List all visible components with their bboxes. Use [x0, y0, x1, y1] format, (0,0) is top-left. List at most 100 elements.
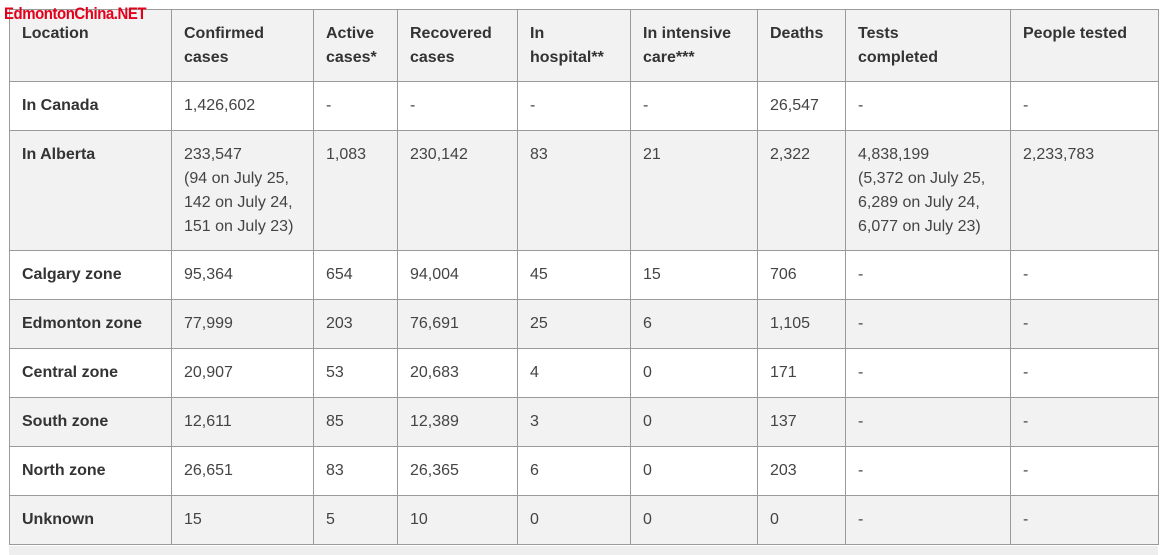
- value-cell: 0: [630, 397, 758, 447]
- location-cell: Edmonton zone: [9, 299, 172, 349]
- cell-text: 1,426,602: [184, 97, 256, 114]
- cell-text: 4,838,199: [858, 146, 930, 163]
- value-cell: -: [517, 81, 631, 131]
- cell-text: 4: [530, 364, 539, 381]
- value-cell: 94,004: [397, 250, 518, 300]
- table-row: Calgary zone 95,364 654 94,004 45 15 706 - -: [9, 250, 1159, 300]
- value-cell: -: [845, 81, 1011, 131]
- column-header-text: People tested: [1023, 25, 1128, 42]
- value-cell: -: [845, 397, 1011, 447]
- value-cell: -: [1010, 299, 1159, 349]
- value-cell: 2,322: [757, 130, 846, 251]
- location-cell: In Canada: [9, 81, 172, 131]
- cell-text: -: [1023, 364, 1029, 381]
- value-cell: 1,083: [313, 130, 398, 251]
- value-cell: 171: [757, 348, 846, 398]
- cell-text: 0: [530, 511, 539, 528]
- column-header: Confirmed cases: [171, 9, 314, 82]
- location-cell: Calgary zone: [9, 250, 172, 300]
- column-header: Recovered cases: [397, 9, 518, 82]
- value-cell: 230,142: [397, 130, 518, 251]
- value-cell: 85: [313, 397, 398, 447]
- cell-text: 45: [530, 266, 548, 283]
- value-cell: 10: [397, 495, 518, 545]
- value-cell: -: [845, 348, 1011, 398]
- column-header: In intensive care***: [630, 9, 758, 82]
- cell-text: -: [858, 413, 864, 430]
- cell-text: 0: [643, 413, 652, 430]
- value-cell: -: [1010, 397, 1159, 447]
- cell-text: 654: [326, 266, 353, 283]
- value-cell: 1,105: [757, 299, 846, 349]
- cell-text: 12,389: [410, 413, 459, 430]
- column-header-text: In: [530, 25, 545, 42]
- column-header-text: Active: [326, 25, 375, 42]
- value-cell: 654: [313, 250, 398, 300]
- value-cell: 83: [313, 446, 398, 496]
- value-cell: 25: [517, 299, 631, 349]
- location-cell: South zone: [9, 397, 172, 447]
- column-header-text: Tests: [858, 25, 899, 42]
- cell-text: -: [858, 462, 864, 479]
- cell-text: 0: [643, 511, 652, 528]
- value-cell: 0: [630, 495, 758, 545]
- cell-text: -: [858, 315, 864, 332]
- value-cell: -: [1010, 250, 1159, 300]
- column-header-text: care***: [643, 49, 695, 66]
- cell-text: 77,999: [184, 315, 233, 332]
- column-header: People tested: [1010, 9, 1159, 82]
- cell-text: 5: [326, 511, 335, 528]
- location-cell: North zone: [9, 446, 172, 496]
- cell-text: -: [410, 97, 416, 114]
- cell-text: 0: [770, 511, 779, 528]
- cell-text: 26,651: [184, 462, 233, 479]
- value-cell: 0: [517, 495, 631, 545]
- value-cell: -: [1010, 495, 1159, 545]
- column-header: Tests completed: [845, 9, 1011, 82]
- value-cell: 137: [757, 397, 846, 447]
- value-cell: 53: [313, 348, 398, 398]
- value-cell: 26,365: [397, 446, 518, 496]
- location-cell: Unknown: [9, 495, 172, 545]
- cell-text: (5,372 on July 25,: [858, 170, 986, 187]
- table-row: In Alberta 233,547 (94 on July 25, 142 on J…: [9, 130, 1159, 251]
- cell-text: 26,365: [410, 462, 459, 479]
- value-cell: 5: [313, 495, 398, 545]
- header-row: Location Confirmed cases Active cases* Recove…: [9, 9, 1159, 82]
- value-cell: 203: [757, 446, 846, 496]
- value-cell: -: [845, 299, 1011, 349]
- table-row: Unknown 15 5 10 0 0 0 - -: [9, 495, 1159, 545]
- cell-text: 203: [326, 315, 353, 332]
- cell-text: -: [1023, 462, 1029, 479]
- cell-text: 2,322: [770, 146, 811, 163]
- cell-text: -: [1023, 315, 1029, 332]
- cell-text: 137: [770, 413, 797, 430]
- cell-text: 85: [326, 413, 344, 430]
- cell-text: 3: [530, 413, 539, 430]
- cell-text: 12,611: [184, 413, 232, 430]
- cell-text: -: [643, 97, 649, 114]
- value-cell: 26,651: [171, 446, 314, 496]
- value-cell: -: [1010, 81, 1159, 131]
- watermark-logo: EdmontonChina.NET: [4, 4, 147, 23]
- value-cell: 20,907: [171, 348, 314, 398]
- column-header-text: completed: [858, 49, 939, 66]
- cell-text: 25: [530, 315, 548, 332]
- cell-text: -: [1023, 266, 1029, 283]
- cell-text: 1,083: [326, 146, 367, 163]
- column-header-text: Confirmed: [184, 25, 264, 42]
- cell-text: 21: [643, 146, 661, 163]
- cell-text: 171: [770, 364, 797, 381]
- cell-text: 26,547: [770, 97, 819, 114]
- value-cell: -: [845, 495, 1011, 545]
- column-header-text: Location: [22, 25, 89, 42]
- value-cell: 15: [171, 495, 314, 545]
- table-row: Edmonton zone 77,999 203 76,691 25 6 1,105 - -: [9, 299, 1159, 349]
- cell-text: 6,289 on July 24,: [858, 194, 980, 211]
- table-row: South zone 12,611 85 12,389 3 0 137 - -: [9, 397, 1159, 447]
- value-cell: 0: [630, 348, 758, 398]
- value-cell: 203: [313, 299, 398, 349]
- cell-text: 10: [410, 511, 428, 528]
- value-cell: -: [1010, 348, 1159, 398]
- table-row: Central zone 20,907 53 20,683 4 0 171 - -: [9, 348, 1159, 398]
